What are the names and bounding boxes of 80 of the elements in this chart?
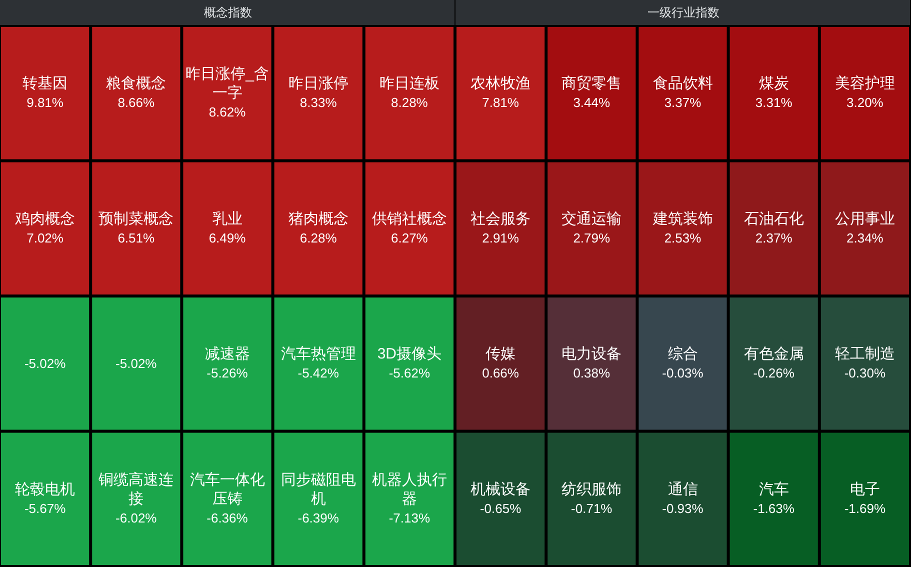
category-label: 同步磁阻电机 [280, 471, 356, 508]
category-label: 传媒 [486, 346, 516, 363]
category-label: 建筑装饰 [652, 210, 713, 228]
data-label: 6.28% [300, 230, 338, 246]
category-label: 纺织服饰 [562, 480, 622, 498]
category-label: 汽车一体化压铸 [190, 471, 265, 508]
data-label: 2.91% [482, 230, 520, 246]
data-label: 0.66% [482, 366, 520, 381]
data-label: -7.13% [388, 510, 430, 526]
data-label: 6.51% [118, 230, 156, 246]
data-label: -0.30% [844, 366, 886, 381]
category-label: 昨日涨停_含一字 [186, 66, 269, 102]
category-label: 电子 [850, 480, 880, 498]
category-label: 机器人执行器 [372, 471, 447, 508]
data-label: -5.02% [24, 356, 66, 372]
category-label: 食品饮料 [652, 75, 713, 92]
data-label: -5.26% [206, 366, 248, 381]
data-label: 3.31% [755, 95, 793, 110]
category-label: 乳业 [212, 210, 242, 228]
data-label: 7.02% [26, 230, 64, 246]
category-label: 汽车热管理 [280, 346, 356, 363]
data-label: 3.20% [846, 95, 884, 110]
data-label: 8.33% [300, 95, 338, 110]
category-label: 轻工制造 [834, 346, 895, 363]
data-label: 2.79% [573, 230, 611, 246]
data-label: -0.03% [662, 366, 704, 381]
category-label: 猪肉概念 [288, 210, 348, 228]
category-label: 有色金属 [744, 346, 804, 363]
data-label: -0.71% [571, 500, 613, 516]
category-label: 美容护理 [834, 75, 895, 92]
data-label: -5.42% [298, 366, 340, 381]
category-label: 轮毂电机 [15, 480, 76, 498]
data-label: 8.62% [208, 104, 246, 120]
data-label: -6.36% [206, 510, 248, 526]
data-label: -0.65% [480, 500, 522, 516]
category-label: 商贸零售 [562, 75, 622, 92]
category-label: 社会服务 [470, 210, 531, 228]
text: 一级行业指数 [647, 6, 720, 20]
category-label: 粮食概念 [106, 75, 166, 92]
data-label: -0.93% [662, 500, 704, 516]
category-label: 减速器 [204, 346, 250, 363]
data-label: 9.81% [26, 95, 64, 110]
category-label: 铜缆高速连接 [98, 471, 174, 508]
data-label: 8.28% [391, 95, 428, 110]
category-label: 煤炭 [758, 75, 789, 92]
category-label: 综合 [668, 346, 698, 363]
category-label: 电力设备 [562, 346, 622, 363]
category-label: 石油石化 [744, 210, 804, 228]
category-label: 通信 [668, 480, 698, 498]
text: 概念指数 [204, 6, 252, 20]
data-label: -1.69% [844, 500, 886, 516]
data-label: 8.66% [118, 95, 156, 110]
category-label: 预制菜概念 [98, 210, 174, 228]
category-label: 农林牧渔 [470, 75, 531, 92]
data-label: 3.44% [573, 95, 611, 110]
data-label: 6.27% [391, 230, 428, 246]
data-label: 2.34% [846, 230, 884, 246]
data-label: -1.63% [753, 500, 795, 516]
data-label: 7.81% [482, 95, 520, 110]
data-label: 2.37% [755, 230, 793, 246]
data-label: -5.67% [24, 500, 66, 516]
data-label: -0.26% [753, 366, 795, 381]
data-label: -5.62% [388, 366, 430, 381]
category-label: 昨日连板 [379, 75, 440, 92]
data-label: -6.02% [116, 510, 158, 526]
data-label: -5.02% [116, 356, 158, 372]
category-label: 汽车 [758, 480, 789, 498]
category-label: 转基因 [22, 75, 68, 92]
category-label: 供销社概念 [372, 210, 447, 228]
category-label: 3D摄像头 [377, 346, 442, 363]
data-label: 0.38% [573, 366, 611, 381]
category-label: 昨日涨停 [288, 75, 348, 92]
category-label: 鸡肉概念 [14, 210, 76, 228]
data-label: 6.49% [208, 230, 246, 246]
category-label: 交通运输 [562, 210, 622, 228]
data-label: 3.37% [664, 95, 702, 110]
data-label: 2.53% [664, 230, 702, 246]
category-label: 机械设备 [470, 480, 531, 498]
data-label: -6.39% [298, 510, 340, 526]
category-label: 公用事业 [834, 210, 895, 228]
